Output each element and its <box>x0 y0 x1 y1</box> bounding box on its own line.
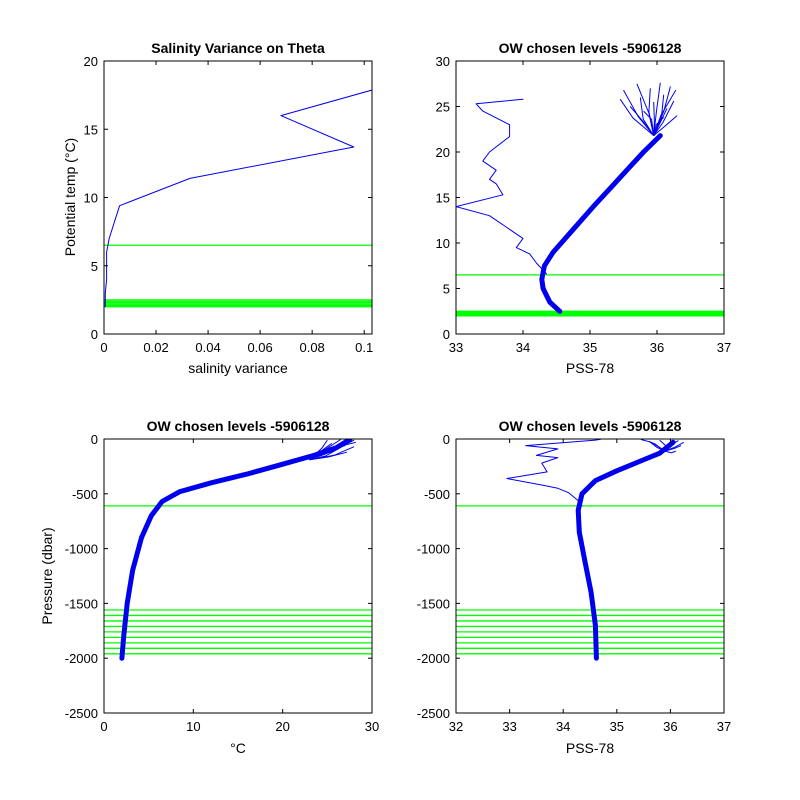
y-tick-label: 20 <box>436 145 450 160</box>
panel2-title: OW chosen levels -5906128 <box>499 40 682 56</box>
y-tick-label: -1500 <box>65 596 98 611</box>
panel3-frame <box>103 438 373 714</box>
x-tick-label: 35 <box>610 719 624 734</box>
y-tick-label: -500 <box>72 487 98 502</box>
y-tick-label: -1000 <box>417 542 450 557</box>
x-tick-label: 36 <box>650 340 664 355</box>
x-tick-label: 37 <box>717 340 731 355</box>
panel3-xlabel: °C <box>230 740 246 756</box>
y-tick-label: -2500 <box>65 706 98 721</box>
variance-line <box>456 98 547 275</box>
panel2-plot-area <box>456 82 724 317</box>
panel4-xlabel: PSS-78 <box>566 740 614 756</box>
panel-ow-levels-salinity-theta: OW chosen levels -5906128 PSS-78 33 34 35 3… <box>436 40 732 376</box>
y-tick-label: 5 <box>91 259 98 274</box>
x-tick-label: 35 <box>583 340 597 355</box>
panel1-xlabel: salinity variance <box>188 360 288 376</box>
x-tick-label: 20 <box>275 719 289 734</box>
y-tick-label: 0 <box>443 432 450 447</box>
panel3-ylabel: Pressure (dbar) <box>39 527 55 624</box>
y-tick-label: -2500 <box>417 706 450 721</box>
x-tick-label: 33 <box>449 340 463 355</box>
y-tick-label: 0 <box>443 327 450 342</box>
y-tick-label: 15 <box>436 191 450 206</box>
y-tick-label: 10 <box>436 236 450 251</box>
profile-fan-line <box>639 97 655 136</box>
x-tick-label: 0.06 <box>247 340 272 355</box>
profile-fan-line <box>653 100 675 136</box>
profile-fan-line <box>664 441 685 452</box>
x-tick-label: 0.04 <box>195 340 220 355</box>
profile-band <box>575 439 676 661</box>
profile-fan-line <box>653 89 677 136</box>
profile-fan-line <box>619 98 655 136</box>
x-tick-label: 0.1 <box>355 340 373 355</box>
y-tick-label: -2000 <box>65 651 98 666</box>
x-tick-label: 0 <box>100 719 107 734</box>
profile-band <box>539 133 663 314</box>
x-tick-label: 32 <box>449 719 463 734</box>
panel4-frame <box>455 438 725 714</box>
panel1-frame <box>103 60 373 335</box>
panel4-title: OW chosen levels -5906128 <box>499 418 682 434</box>
profile-fan-line <box>309 451 348 461</box>
y-tick-label: 10 <box>84 191 98 206</box>
profile-fan-line <box>653 117 665 136</box>
panel-ow-levels-salinity-pressure: OW chosen levels -5906128 PSS-78 32 33 34 3… <box>417 418 731 756</box>
profile-fan-line <box>664 450 676 454</box>
x-tick-label: 34 <box>516 340 530 355</box>
x-tick-label: 0 <box>100 340 107 355</box>
panel3-title: OW chosen levels -5906128 <box>147 418 330 434</box>
y-tick-label: 5 <box>443 282 450 297</box>
y-tick-label: 25 <box>436 100 450 115</box>
y-tick-label: -1000 <box>65 542 98 557</box>
x-tick-label: 34 <box>556 719 570 734</box>
x-tick-label: 0.02 <box>143 340 168 355</box>
y-tick-label: -2000 <box>417 651 450 666</box>
x-tick-label: 30 <box>365 719 379 734</box>
variance-line <box>506 439 602 507</box>
x-tick-label: 0.08 <box>299 340 324 355</box>
x-tick-label: 37 <box>717 719 731 734</box>
profile-fan-line <box>653 82 661 136</box>
panel1-title: Salinity Variance on Theta <box>151 40 325 56</box>
panel1-ylabel: Potential temp (°C) <box>62 138 78 256</box>
panel4-plot-area <box>456 439 724 661</box>
profile-line <box>104 89 372 308</box>
x-tick-label: 36 <box>663 719 677 734</box>
panel1-plot-area <box>104 89 372 308</box>
panel2-xlabel: PSS-78 <box>566 360 614 376</box>
profile-fan-line <box>309 449 337 461</box>
profile-fan-line <box>648 88 655 136</box>
y-tick-label: 0 <box>91 327 98 342</box>
panel-ow-levels-temperature-pressure: OW chosen levels -5906128 °C Pressure (d… <box>39 418 379 756</box>
y-tick-label: 0 <box>91 432 98 447</box>
panel3-plot-area <box>104 439 372 661</box>
profile-fan-line <box>653 115 678 136</box>
y-tick-label: -1500 <box>417 596 450 611</box>
x-tick-label: 33 <box>502 719 516 734</box>
panel-salinity-variance-on-theta: Salinity Variance on Theta salinity vari… <box>62 40 373 376</box>
x-tick-label: 10 <box>186 719 200 734</box>
y-tick-label: -500 <box>424 487 450 502</box>
y-tick-label: 30 <box>436 54 450 69</box>
y-tick-label: 15 <box>84 122 98 137</box>
profile-band <box>119 439 353 661</box>
y-tick-label: 20 <box>84 54 98 69</box>
